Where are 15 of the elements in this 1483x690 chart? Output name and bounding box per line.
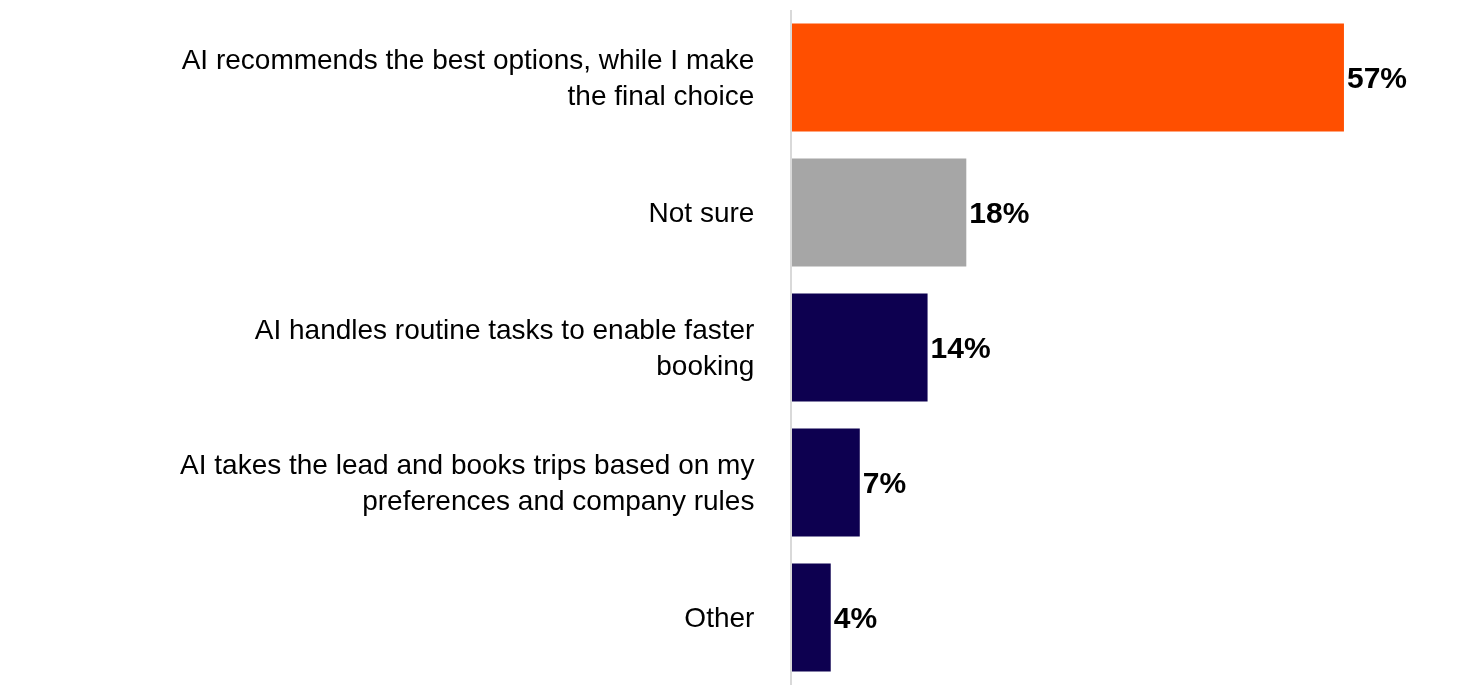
bar [792,563,831,672]
bar [792,158,967,267]
bar [792,428,860,537]
y-tick-label: AI handles routine tasks to enable faster booking [254,314,755,382]
bar [792,293,928,402]
y-tick-label: AI takes the lead and books trips based on my preferences and company rules [180,449,755,517]
data-label: 14% [930,331,991,364]
y-tick-label: Other [684,602,755,634]
data-label: 7% [862,466,907,499]
data-label: 57% [1346,61,1407,94]
data-label: 18% [969,196,1030,229]
y-tick-label: Not sure [648,197,755,229]
data-label: 4% [833,601,878,634]
bar [792,23,1344,132]
y-tick-label: AI recommends the best options, while I make the final choice [181,44,755,112]
